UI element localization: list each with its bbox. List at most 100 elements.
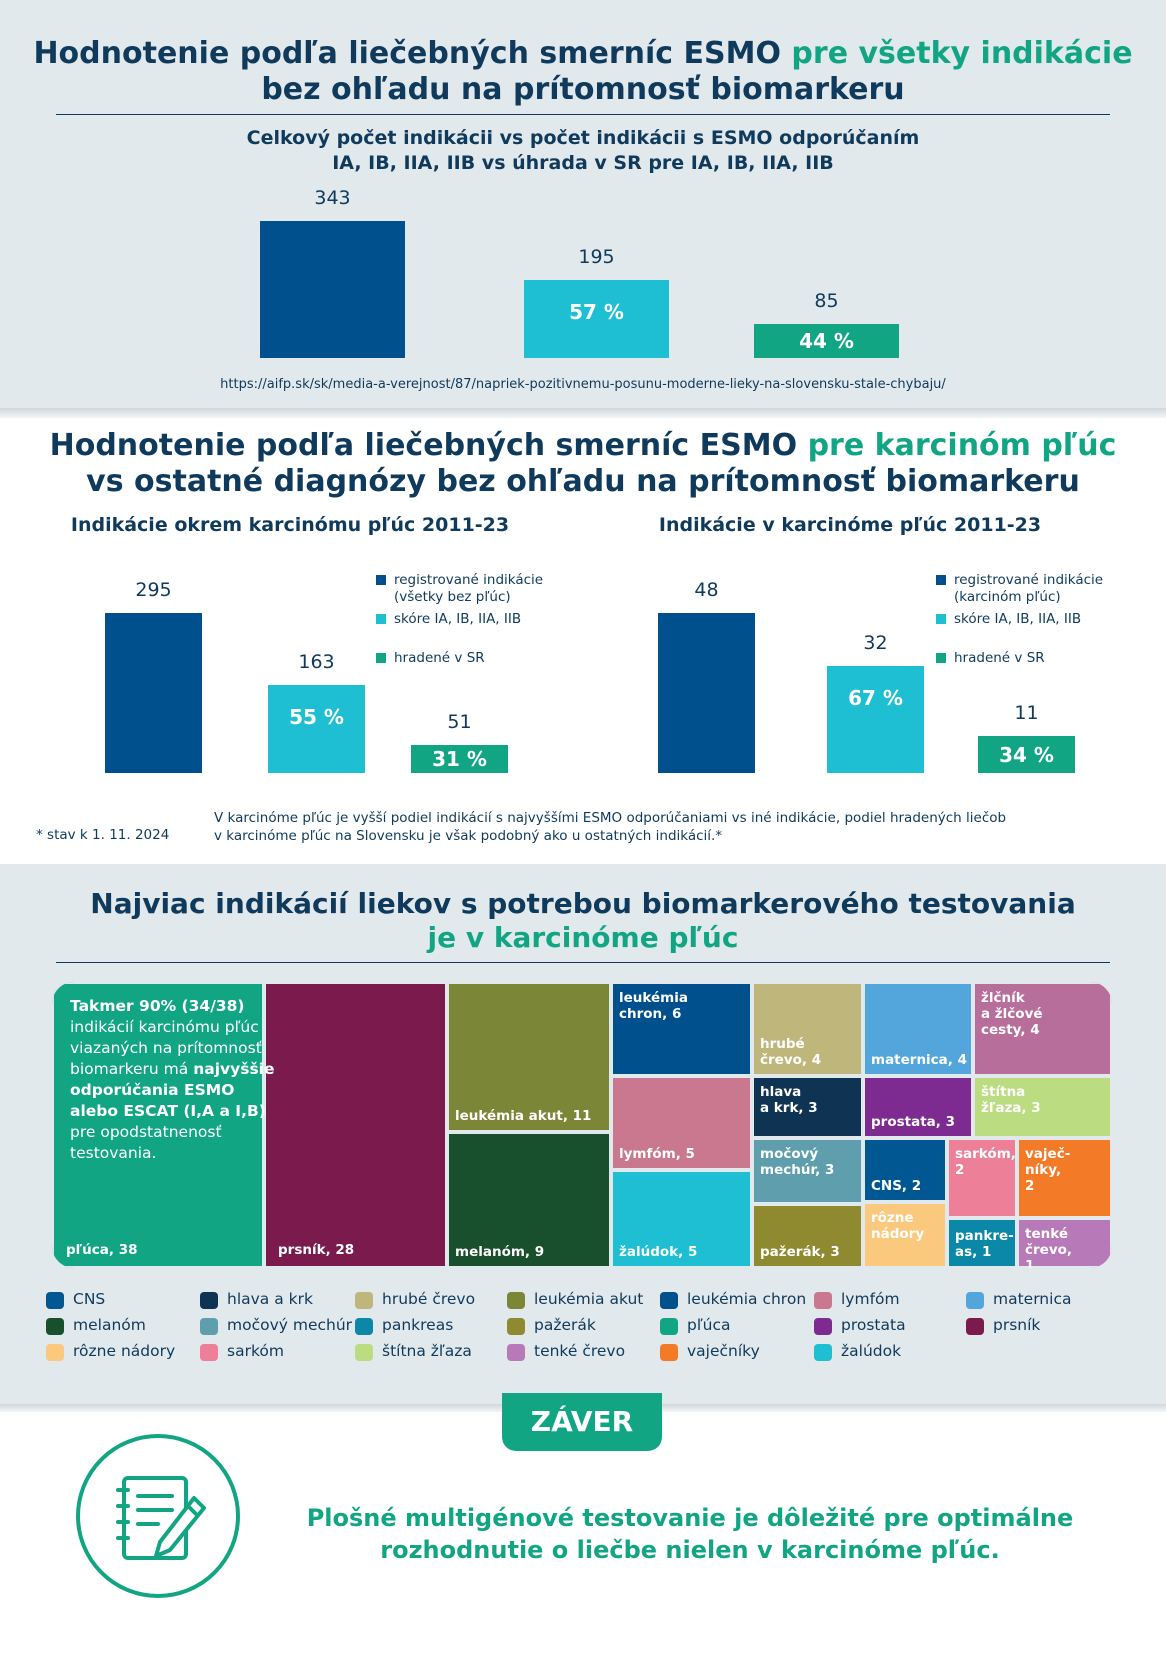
chart-title: Indikácie v karcinóme pľúc 2011-23 [658, 514, 1042, 536]
treemap-cell-label: sarkóm, 2 [955, 1146, 1016, 1178]
treemap-cell: žlčník a žlčové cesty, 4 [973, 982, 1112, 1076]
title-rule [56, 962, 1110, 963]
bar-value-label: 32 [863, 632, 888, 654]
section-1-title: Hodnotenie podľa liečebných smerníc ESMO… [0, 36, 1166, 108]
legend-item: prostata [814, 1316, 964, 1338]
legend-swatch [936, 653, 946, 663]
treemap-cell: melanóm, 9 [447, 1132, 611, 1268]
legend-label: lymfóm [841, 1290, 900, 1308]
legend-swatch [936, 614, 946, 624]
legend-label: žalúdok [841, 1342, 902, 1360]
legend-label: registrované indikácie (všetky bez pľúc) [394, 572, 544, 605]
legend-item: leukémia chron [660, 1290, 810, 1312]
legend-item: maternica [966, 1290, 1116, 1312]
bar-value-label: 163 [298, 651, 335, 673]
bar-value-label: 51 [447, 711, 472, 733]
treemap-cell-label: maternica, 4 [871, 1052, 968, 1068]
legend-label: pažerák [534, 1316, 596, 1334]
treemap-cell-label: žlčník a žlčové cesty, 4 [981, 990, 1043, 1038]
legend-item: hradené v SR [936, 650, 1166, 686]
legend-swatch [200, 1344, 218, 1361]
legend-label: skóre IA, IB, IIA, IIB [954, 611, 1082, 627]
treemap-cell: leukémia chron, 6 [611, 982, 752, 1076]
bar-value-label: 295 [135, 579, 172, 601]
legend-swatch [355, 1292, 373, 1309]
bar [105, 613, 202, 773]
section-3-title: Najviac indikácií liekov s potrebou biom… [0, 887, 1166, 955]
legend-label: melanóm [73, 1316, 146, 1334]
treemap-cell: maternica, 4 [863, 982, 973, 1076]
conclusion-line: rozhodnutie o liečbe nielen v karcinóme … [380, 1536, 1000, 1564]
legend-item: rôzne nádory [46, 1342, 196, 1364]
legend-swatch [936, 575, 946, 585]
note-line: V karcinóme pľúc je vyšší podiel indikác… [214, 810, 1007, 826]
bar-value-label: 85 [814, 290, 839, 312]
legend-swatch [814, 1292, 832, 1309]
treemap-cell: žalúdok, 5 [611, 1170, 752, 1268]
treemap-cell-label: žalúdok, 5 [619, 1244, 698, 1260]
legend-item: žalúdok [814, 1342, 964, 1364]
title-part: vs ostatné diagnózy bez ohľadu na prítom… [86, 464, 1080, 499]
title-part: Hodnotenie podľa liečebných smerníc ESMO [49, 428, 808, 463]
treemap-cell-label: vaječ- níky, 2 [1025, 1146, 1071, 1194]
legend-item: pľúca [660, 1316, 810, 1338]
legend-swatch [507, 1344, 525, 1361]
legend-swatch [507, 1318, 525, 1335]
legend-swatch [355, 1344, 373, 1361]
legend-item: leukémia akut [507, 1290, 657, 1312]
legend-item: pankreas [355, 1316, 505, 1338]
bar-percent-label: 31 % [432, 747, 487, 771]
conclusion-text: Plošné multigénové testovanie je dôležit… [260, 1502, 1120, 1566]
treemap-cell: hrubé črevo, 4 [752, 982, 863, 1076]
treemap-cell-label: pankre- as, 1 [955, 1228, 1014, 1260]
legend-label: hlava a krk [227, 1290, 313, 1308]
legend-label: hradené v SR [394, 650, 485, 666]
treemap-chart: pľúca, 38 prsník, 28 leukémia akut, 11 mela… [52, 982, 1112, 1268]
bar [827, 666, 924, 773]
treemap-cell-label: tenké črevo, 1 [1025, 1226, 1073, 1268]
legend-label: štítna žľaza [382, 1342, 472, 1360]
treemap-cell: sarkóm, 2 [947, 1138, 1017, 1218]
treemap-cell-label: močový mechúr, 3 [760, 1146, 835, 1178]
legend-swatch [966, 1292, 984, 1309]
legend-label: CNS [73, 1290, 106, 1308]
bar-value-label: 343 [314, 187, 351, 209]
legend-item: lymfóm [814, 1290, 964, 1312]
legend-item: tenké črevo [507, 1342, 657, 1364]
legend-item: sarkóm [200, 1342, 350, 1364]
legend-item: močový mechúr [200, 1316, 353, 1338]
treemap-cell: leukémia akut, 11 [447, 982, 611, 1132]
callout-bold: Takmer 90% (34/38) [70, 997, 245, 1015]
treemap-callout: Takmer 90% (34/38) indikácií karcinómu p… [70, 996, 280, 1164]
legend-label: skóre IA, IB, IIA, IIB [394, 611, 522, 627]
legend-swatch [376, 614, 386, 624]
title-rule [56, 114, 1110, 115]
bar [524, 280, 669, 358]
callout-bold: najvyššie odporúčania ESMO alebo ESCAT (… [70, 1060, 275, 1120]
treemap-cell-label: rôzne nádory [871, 1210, 925, 1242]
legend-item: hrubé črevo [355, 1290, 505, 1312]
treemap-cell: tenké črevo, 1 [1017, 1218, 1112, 1268]
treemap-cell: rôzne nádory [863, 1202, 947, 1268]
treemap-cell-label: melanóm, 9 [455, 1244, 545, 1260]
chart-title: Indikácie okrem karcinómu pľúc 2011-23 [70, 514, 510, 536]
title-accent: pre všetky indikácie [791, 36, 1133, 71]
treemap-cell-label: prostata, 3 [871, 1114, 955, 1130]
legend-item: skóre IA, IB, IIA, IIB [936, 611, 1166, 647]
treemap-cell-label: CNS, 2 [871, 1178, 922, 1194]
legend-label: maternica [993, 1290, 1072, 1308]
treemap-cell-label: leukémia akut, 11 [455, 1108, 592, 1124]
subtitle-line: Celkový počet indikácii vs počet indikác… [246, 127, 920, 149]
legend-label: prostata [841, 1316, 906, 1334]
legend-label: močový mechúr [227, 1316, 353, 1334]
bar [411, 745, 508, 773]
legend-item: hlava a krk [200, 1290, 350, 1312]
source-link[interactable]: https://aifp.sk/sk/media-a-verejnost/87/… [220, 377, 946, 392]
treemap-cell: štítna žľaza, 3 [973, 1076, 1112, 1138]
legend-swatch [200, 1318, 218, 1335]
treemap-cell-label: štítna žľaza, 3 [981, 1084, 1041, 1116]
treemap-cell-label: lymfóm, 5 [619, 1146, 695, 1162]
treemap-cell: CNS, 2 [863, 1138, 947, 1202]
legend-swatch [660, 1292, 678, 1309]
legend-label: vaječníky [687, 1342, 760, 1360]
